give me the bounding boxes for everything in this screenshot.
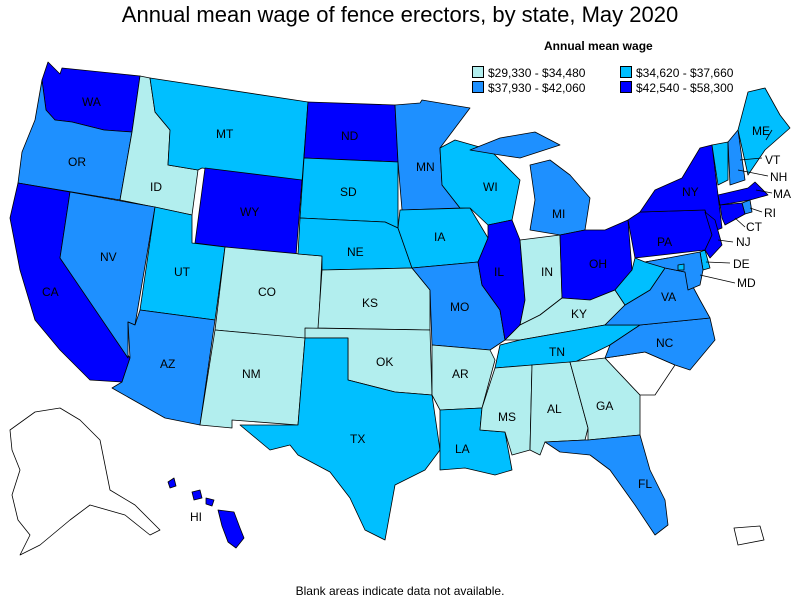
- label-de: DE: [733, 257, 750, 271]
- label-sd: SD: [340, 185, 357, 199]
- label-co: CO: [258, 285, 276, 299]
- legend-label-4: $42,540 - $58,300: [636, 81, 734, 95]
- state-tx[interactable]: [239, 337, 441, 541]
- label-ny: NY: [682, 185, 699, 199]
- legend-swatch-1: [472, 66, 484, 78]
- label-al: AL: [547, 402, 562, 416]
- label-ga: GA: [596, 399, 613, 413]
- label-az: AZ: [160, 357, 175, 371]
- map-title: Annual mean wage of fence erectors, by s…: [121, 2, 679, 27]
- label-ar: AR: [452, 367, 469, 381]
- state-pa[interactable]: [627, 209, 713, 259]
- legend-swatch-3: [472, 81, 484, 93]
- leader-md: [699, 274, 736, 284]
- legend-swatch-2: [620, 66, 632, 78]
- label-nc: NC: [656, 336, 674, 350]
- label-id: ID: [150, 180, 162, 194]
- state-ks[interactable]: [317, 267, 431, 331]
- label-vt: VT: [765, 153, 781, 167]
- label-il: IL: [494, 265, 504, 279]
- label-ks: KS: [362, 296, 378, 310]
- label-md: MD: [737, 276, 756, 290]
- state-nh[interactable]: [727, 129, 746, 186]
- state-ma[interactable]: [717, 181, 769, 206]
- state-pr[interactable]: [733, 525, 765, 546]
- state-ak[interactable]: [9, 407, 161, 556]
- legend-item-4: $42,540 - $58,300: [620, 81, 733, 95]
- legend-item-1: $29,330 - $34,480: [472, 66, 585, 80]
- legend-item-3: $37,930 - $42,060: [472, 81, 585, 95]
- leader-me-coast: [765, 129, 773, 141]
- state-hi[interactable]: [167, 477, 245, 549]
- leader-ri: [749, 207, 763, 213]
- label-oh: OH: [589, 257, 607, 271]
- state-md[interactable]: [644, 251, 704, 291]
- label-or: OR: [68, 155, 86, 169]
- state-me[interactable]: [737, 87, 791, 176]
- legend-label-2: $34,620 - $37,660: [636, 66, 734, 80]
- label-la: LA: [455, 442, 470, 456]
- state-dc[interactable]: [677, 263, 685, 271]
- label-ok: OK: [376, 355, 393, 369]
- label-wi: WI: [483, 180, 498, 194]
- label-ky: KY: [571, 307, 587, 321]
- label-hi: HI: [190, 510, 202, 524]
- label-ut: UT: [174, 265, 191, 279]
- label-ne: NE: [347, 245, 364, 259]
- legend-label-3: $37,930 - $42,060: [488, 81, 586, 95]
- label-wy: WY: [240, 205, 259, 219]
- leader-ct: [734, 217, 746, 228]
- legend-label-1: $29,330 - $34,480: [488, 66, 586, 80]
- label-ri: RI: [764, 206, 776, 220]
- state-nj[interactable]: [704, 211, 723, 259]
- label-ms: MS: [498, 410, 516, 424]
- label-tn: TN: [549, 345, 565, 359]
- label-tx: TX: [350, 432, 365, 446]
- label-nv: NV: [100, 250, 117, 264]
- label-nm: NM: [242, 367, 261, 381]
- label-mt: MT: [216, 127, 234, 141]
- label-ca: CA: [42, 285, 59, 299]
- label-mo: MO: [450, 300, 469, 314]
- leader-nj: [717, 239, 734, 243]
- legend-swatch-4: [620, 81, 632, 93]
- label-ct: CT: [746, 220, 763, 234]
- state-vt[interactable]: [711, 141, 729, 186]
- leader-vt: [739, 157, 763, 161]
- state-ct[interactable]: [719, 202, 746, 226]
- label-mi: MI: [552, 207, 565, 221]
- state-az[interactable]: [111, 309, 216, 426]
- label-wa: WA: [82, 95, 101, 109]
- state-fl[interactable]: [544, 434, 669, 536]
- label-nj: NJ: [736, 235, 751, 249]
- label-fl: FL: [638, 477, 652, 491]
- label-me: ME: [752, 124, 770, 138]
- label-in: IN: [541, 265, 553, 279]
- label-mn: MN: [416, 160, 435, 174]
- leader-de: [705, 261, 731, 264]
- label-nh: NH: [770, 170, 787, 184]
- label-pa: PA: [657, 235, 672, 249]
- legend-title: Annual mean wage: [544, 39, 653, 53]
- leader-ma: [755, 189, 773, 194]
- label-va: VA: [661, 290, 676, 304]
- leader-nh: [737, 169, 769, 177]
- label-nd: ND: [341, 129, 359, 143]
- legend-item-2: $34,620 - $37,660: [620, 66, 733, 80]
- footnote: Blank areas indicate data not available.: [295, 584, 505, 598]
- label-ma: MA: [773, 187, 791, 201]
- label-ia: IA: [434, 230, 445, 244]
